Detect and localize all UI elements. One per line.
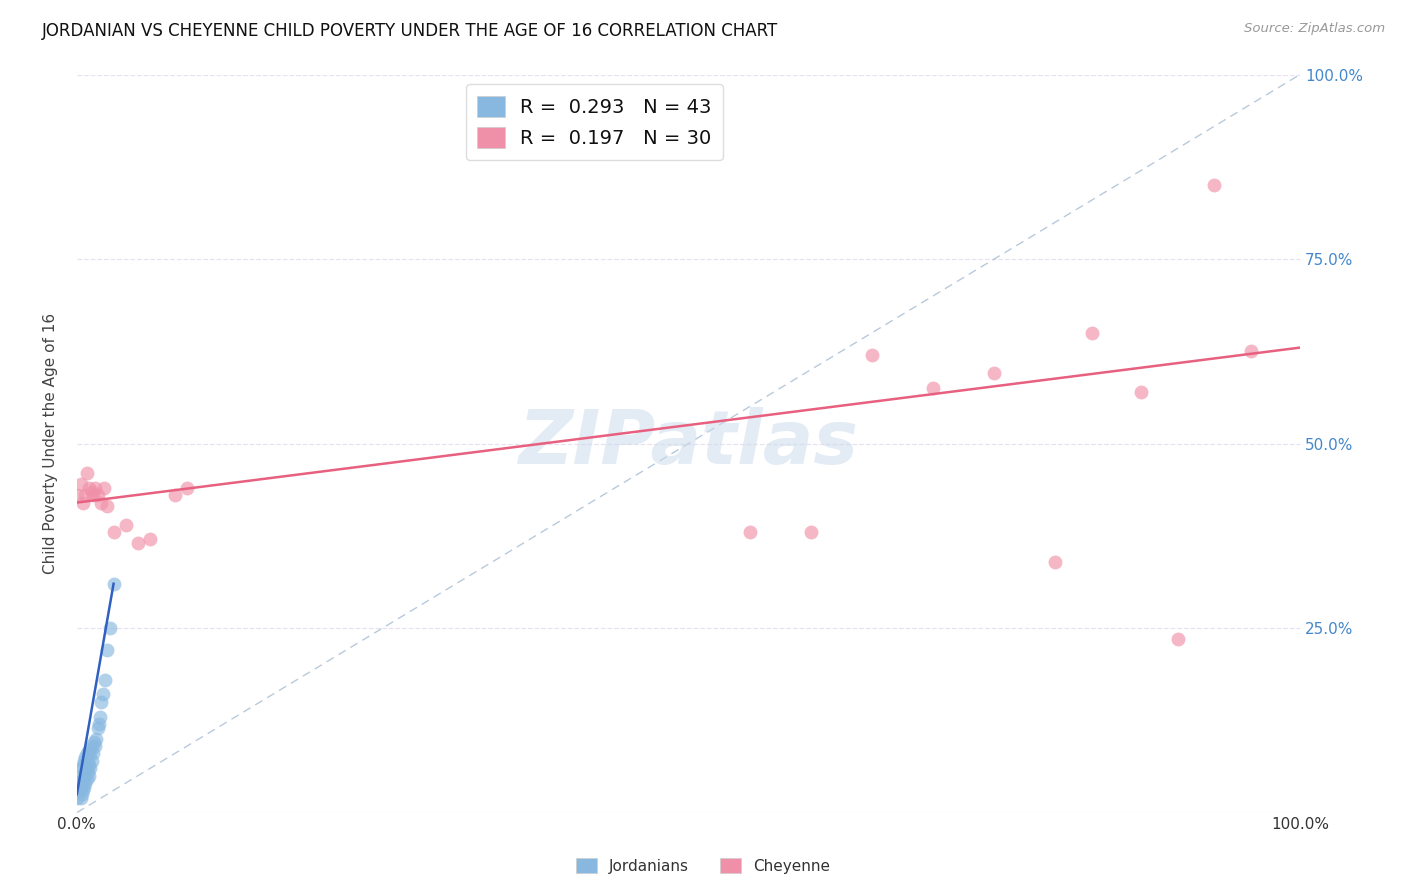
Point (127, 536, 149, 550)
Point (89, 709, 111, 723)
Point (96, 643, 118, 657)
Point (860, 348, 883, 362)
Point (69, 477, 91, 491)
Legend: Jordanians, Cheyenne: Jordanians, Cheyenne (569, 852, 837, 880)
Point (176, 481, 198, 495)
Point (94, 673, 117, 687)
Text: Source: ZipAtlas.com: Source: ZipAtlas.com (1244, 22, 1385, 36)
Point (73, 780, 96, 794)
Point (75, 750, 97, 764)
Point (76, 466, 98, 480)
Point (69, 790, 91, 805)
Point (84, 481, 107, 495)
Point (922, 381, 945, 395)
Point (1204, 178, 1226, 193)
Point (75, 764, 97, 779)
Point (983, 367, 1005, 381)
Point (1081, 326, 1104, 340)
Point (84, 739, 107, 753)
Point (70, 776, 93, 790)
Point (79, 747, 101, 761)
Point (103, 576, 125, 591)
Text: JORDANIAN VS CHEYENNE CHILD POVERTY UNDER THE AGE OF 16 CORRELATION CHART: JORDANIAN VS CHEYENNE CHILD POVERTY UNDE… (42, 22, 779, 40)
Point (66, 776, 89, 790)
Point (73, 754, 96, 768)
Point (83, 735, 105, 749)
Point (86, 721, 108, 735)
Point (73, 769, 96, 783)
Point (80, 484, 103, 499)
Point (1130, 384, 1153, 399)
Text: ZIPatlas: ZIPatlas (519, 407, 859, 480)
Point (77, 769, 100, 783)
Point (75, 776, 97, 790)
Point (76, 747, 98, 761)
Point (72, 757, 94, 772)
Point (139, 533, 162, 547)
Legend: R =  0.293   N = 43, R =  0.197   N = 30: R = 0.293 N = 43, R = 0.197 N = 30 (465, 84, 723, 160)
Point (75, 488, 97, 502)
Point (70, 787, 93, 801)
Point (66, 488, 89, 502)
Point (72, 772, 94, 787)
Point (77, 757, 100, 772)
Point (90, 495, 112, 509)
Point (114, 517, 136, 532)
Point (76, 772, 98, 787)
Point (90, 695, 112, 709)
Point (76, 761, 98, 775)
Point (77, 481, 100, 495)
Y-axis label: Child Poverty Under the Age of 16: Child Poverty Under the Age of 16 (44, 313, 58, 574)
Point (86, 488, 108, 502)
Point (91, 688, 114, 702)
Point (77, 754, 100, 768)
Point (72, 783, 94, 797)
Point (82, 747, 104, 761)
Point (93, 481, 115, 495)
Point (80, 739, 103, 753)
Point (103, 525, 125, 540)
Point (98, 621, 121, 635)
Point (77, 764, 100, 779)
Point (72, 495, 94, 509)
Point (86, 731, 108, 746)
Point (82, 488, 104, 502)
Point (87, 717, 110, 731)
Point (96, 500, 118, 514)
Point (1240, 344, 1263, 359)
Point (66, 790, 89, 805)
Point (67, 783, 90, 797)
Point (1045, 555, 1067, 569)
Point (70, 761, 93, 775)
Point (69, 780, 91, 794)
Point (738, 525, 761, 540)
Point (80, 754, 103, 768)
Point (1167, 632, 1189, 646)
Point (79, 761, 101, 775)
Point (67, 769, 90, 783)
Point (800, 525, 823, 540)
Point (77, 743, 100, 757)
Point (163, 488, 186, 502)
